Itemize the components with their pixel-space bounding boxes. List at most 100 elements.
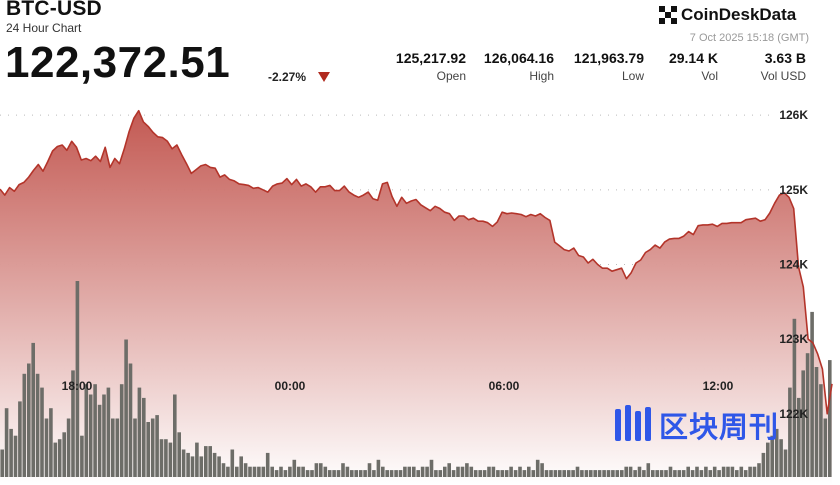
down-triangle-icon — [318, 72, 330, 82]
volume-bar — [323, 466, 328, 477]
volume-bar — [412, 466, 416, 477]
volume-bar — [544, 470, 549, 477]
volume-bar — [766, 442, 770, 477]
volume-bar — [208, 446, 212, 477]
coindesk-logo-icon — [659, 6, 677, 24]
stat-value: 125,217.92 — [395, 50, 466, 66]
volume-bar — [589, 470, 593, 477]
volume-bar — [310, 470, 314, 477]
volume-bar — [345, 466, 350, 477]
volume-bar — [350, 470, 354, 477]
volume-bar — [44, 418, 49, 477]
volume-bar — [13, 435, 18, 477]
volume-bar — [748, 466, 752, 477]
volume-bar — [752, 466, 757, 477]
volume-bar — [22, 373, 27, 477]
volume-bar — [593, 470, 597, 477]
volume-bar — [57, 439, 62, 477]
volume-bar — [681, 470, 686, 477]
volume-bar — [146, 422, 150, 477]
volume-bar — [0, 449, 4, 477]
volume-bar — [469, 466, 474, 477]
volume-bar — [819, 384, 823, 477]
volume-bar — [217, 456, 221, 477]
chart-title: BTC-USD — [6, 0, 102, 20]
volume-bar — [75, 281, 80, 477]
y-tick-label: 125K — [779, 183, 808, 197]
volume-bar — [611, 470, 615, 477]
chart-subtitle: 24 Hour Chart — [6, 21, 82, 35]
volume-bar — [115, 418, 120, 477]
volume-bar — [487, 466, 491, 477]
volume-bar — [558, 470, 562, 477]
volume-bar — [106, 387, 111, 477]
x-tick-label: 18:00 — [62, 379, 93, 393]
volume-bar — [226, 466, 230, 477]
watermark: 区块周刊 — [613, 404, 779, 446]
volume-bar — [810, 311, 814, 477]
volume-bar — [783, 449, 788, 477]
volume-bar — [473, 470, 478, 477]
volume-bar — [133, 418, 137, 477]
volume-bar — [704, 466, 708, 477]
volume-bar — [788, 387, 792, 477]
volume-bar — [327, 470, 332, 477]
volume-bar — [478, 470, 482, 477]
volume-bar — [504, 470, 509, 477]
volume-bar — [620, 470, 624, 477]
volume-bar — [602, 470, 606, 477]
volume-bar — [389, 470, 394, 477]
volume-bar — [9, 428, 13, 477]
volume-bar — [62, 432, 66, 477]
volume-bar — [252, 466, 257, 477]
volume-bar — [717, 470, 721, 477]
volume-bar — [407, 466, 412, 477]
volume-bar — [93, 384, 97, 477]
volume-bar — [296, 466, 301, 477]
x-tick-label: 00:00 — [275, 379, 306, 393]
volume-bar — [500, 470, 505, 477]
volume-bar — [429, 459, 434, 477]
volume-bar — [708, 470, 713, 477]
volume-bar — [35, 373, 40, 477]
volume-bar — [447, 463, 451, 477]
volume-bar — [451, 470, 456, 477]
stat-value: 126,064.16 — [483, 50, 554, 66]
volume-bar — [40, 387, 44, 477]
volume-bar — [336, 470, 341, 477]
volume-bar — [4, 408, 9, 477]
volume-bar — [137, 387, 142, 477]
volume-bar — [88, 394, 93, 477]
stat-value: 29.14 K — [668, 50, 718, 66]
volume-bar — [354, 470, 358, 477]
stat-high: 126,064.16 High — [484, 50, 554, 85]
volume-bar — [597, 470, 602, 477]
volume-bar — [119, 384, 124, 477]
price-area — [0, 110, 832, 485]
volume-bar — [31, 342, 35, 477]
volume-bar — [159, 439, 164, 477]
volume-bar — [274, 470, 279, 477]
volume-bar — [97, 404, 102, 477]
stat-open: 125,217.92 Open — [396, 50, 466, 85]
volume-bar — [726, 466, 730, 477]
volume-bar — [385, 470, 389, 477]
volume-bar — [482, 470, 487, 477]
volume-bar — [805, 353, 810, 477]
volume-bar — [425, 466, 429, 477]
volume-bar — [779, 439, 783, 477]
volume-bar — [363, 470, 367, 477]
volume-bar — [531, 470, 536, 477]
volume-bar — [279, 466, 283, 477]
volume-bar — [509, 466, 513, 477]
volume-bar — [261, 466, 266, 477]
volume-bar — [655, 470, 659, 477]
volume-bar — [496, 470, 500, 477]
volume-bar — [761, 452, 766, 477]
y-tick-label: 123K — [779, 332, 808, 346]
volume-bar — [341, 463, 345, 477]
volume-bar — [677, 470, 682, 477]
y-tick-label: 124K — [779, 257, 808, 271]
brand-name: CoinDeskData — [681, 5, 797, 24]
